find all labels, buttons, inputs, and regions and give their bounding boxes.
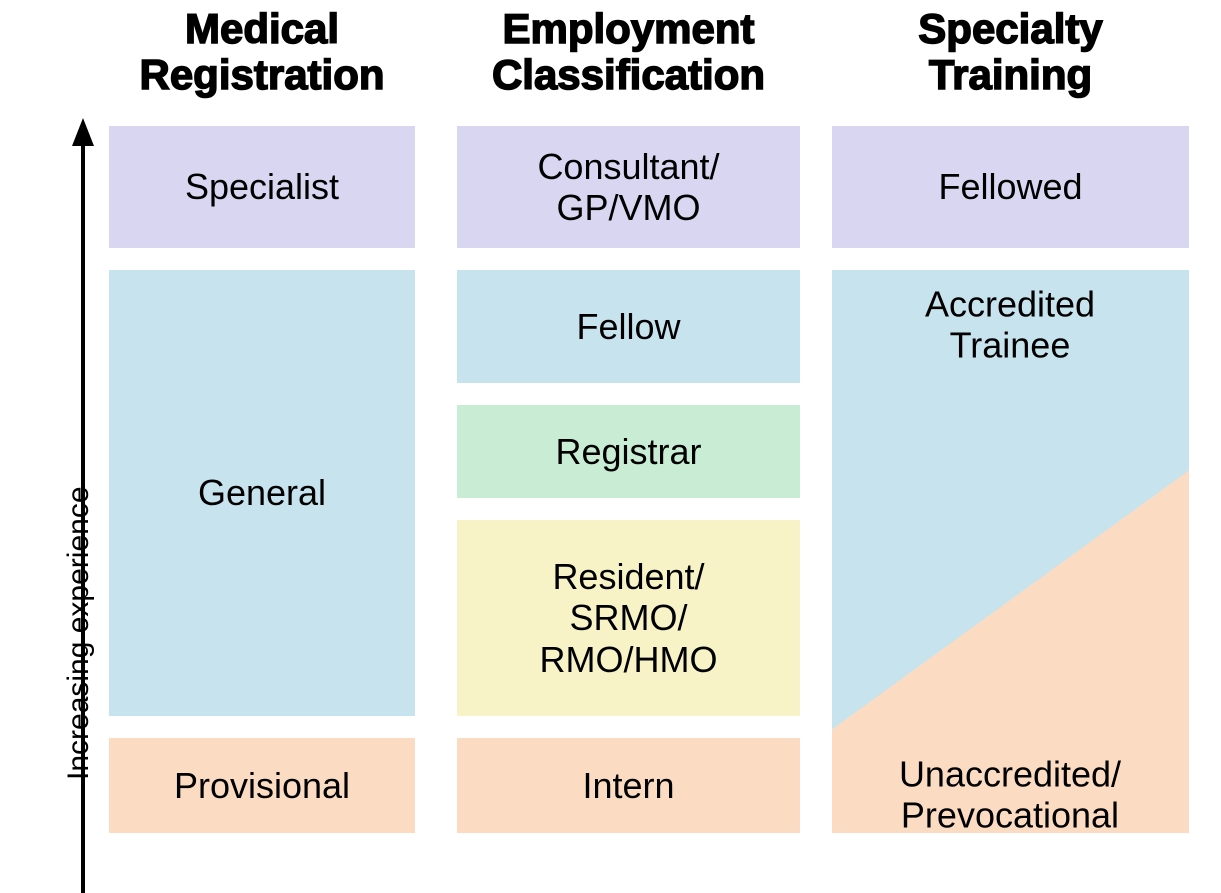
col3-upper-label-text: AccreditedTrainee: [925, 284, 1095, 367]
col3-upper-label: AccreditedTrainee: [925, 284, 1095, 367]
col3-lower-label: Unaccredited/Prevocational: [899, 754, 1121, 837]
diagram-stage: Medical Registration Employment Classifi…: [0, 0, 1221, 893]
col3-lower-label-text: Unaccredited/Prevocational: [899, 754, 1121, 837]
